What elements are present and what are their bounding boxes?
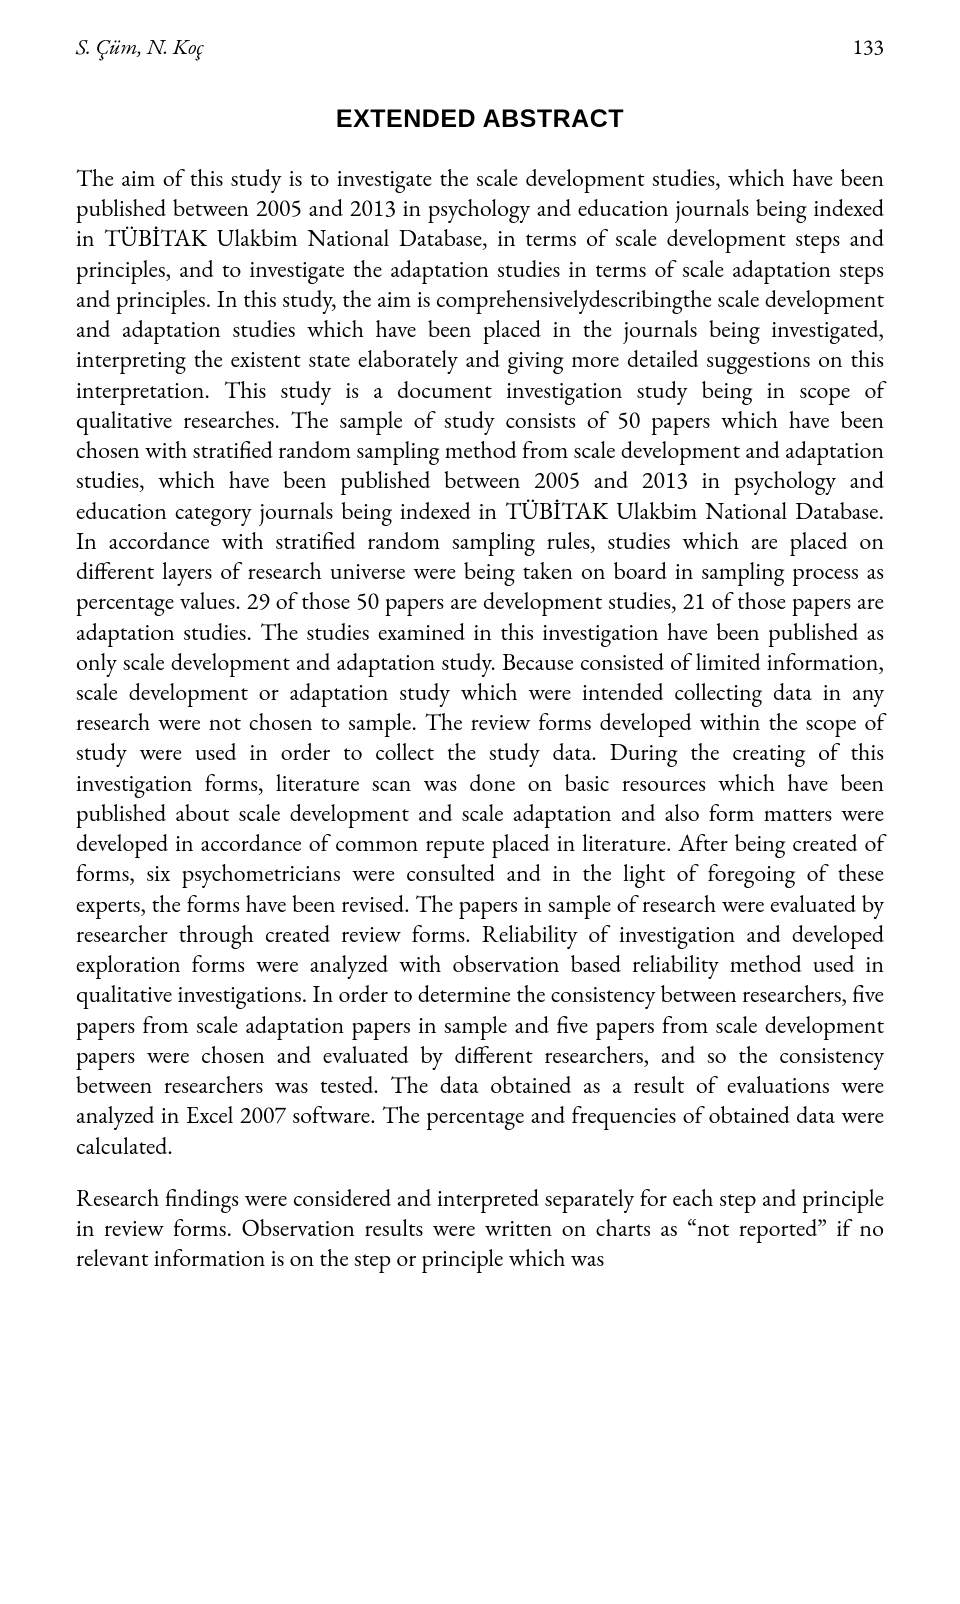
running-head: S. Çüm, N. Koç 133: [76, 32, 884, 61]
running-head-authors: S. Çüm, N. Koç: [76, 32, 203, 61]
page-number: 133: [852, 32, 884, 61]
section-title: EXTENDED ABSTRACT: [76, 105, 884, 134]
page: S. Çüm, N. Koç 133 EXTENDED ABSTRACT The…: [0, 0, 960, 1604]
abstract-paragraph-1: The aim of this study is to investigate …: [76, 164, 884, 1162]
abstract-paragraph-2: Research findings were considered and in…: [76, 1184, 884, 1275]
